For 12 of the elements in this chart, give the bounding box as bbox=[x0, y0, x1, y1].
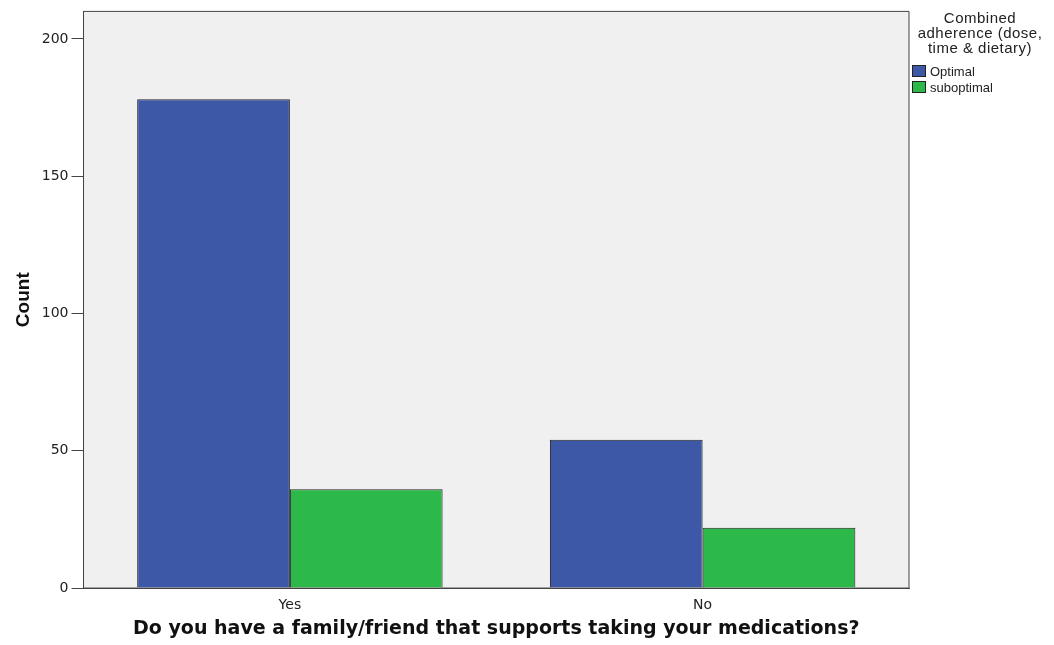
x-axis-title: Do you have a family/friend that supports taking your medications? bbox=[133, 615, 860, 638]
y-tick-label: 50 bbox=[50, 441, 69, 458]
x-tick-label: No bbox=[693, 596, 713, 613]
y-tick-label: 100 bbox=[41, 304, 69, 321]
y-tick-label: 200 bbox=[41, 29, 69, 46]
y-tick-label: 0 bbox=[59, 578, 69, 595]
y-axis-title: Count bbox=[11, 271, 33, 328]
legend-label: Optimal bbox=[930, 63, 975, 79]
legend-label: suboptimal bbox=[930, 79, 993, 95]
y-tick-label: 150 bbox=[41, 166, 69, 183]
legend-title: Combined adherence (dose, time & dietary) bbox=[916, 9, 1044, 56]
x-tick-label: Yes bbox=[277, 596, 302, 613]
